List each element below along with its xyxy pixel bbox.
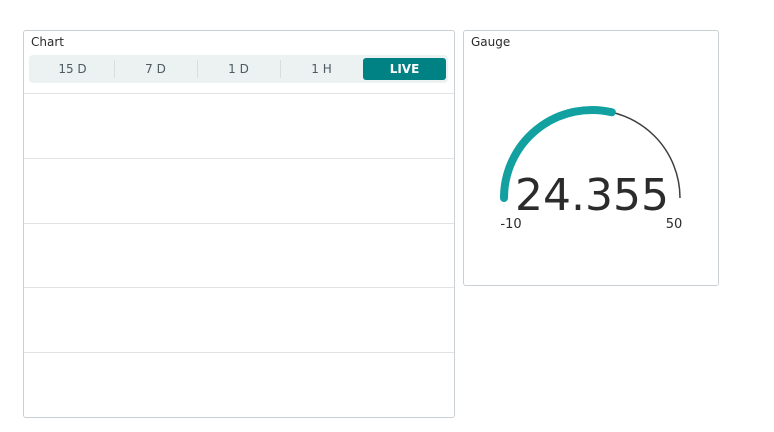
gauge-title: Gauge bbox=[471, 35, 511, 49]
gauge-value-arc bbox=[500, 106, 616, 202]
chart-grid-line bbox=[24, 352, 454, 353]
chart-grid-line bbox=[24, 93, 454, 94]
time-range-selector: 15 D 7 D 1 D 1 H LIVE bbox=[29, 55, 448, 83]
range-live-button[interactable]: LIVE bbox=[363, 58, 446, 80]
range-1d-button[interactable]: 1 D bbox=[197, 58, 280, 80]
chart-plot-area bbox=[24, 93, 454, 417]
range-1h-button[interactable]: 1 H bbox=[280, 58, 363, 80]
chart-widget: Chart 15 D 7 D 1 D 1 H LIVE bbox=[23, 30, 455, 418]
range-7d-button[interactable]: 7 D bbox=[114, 58, 197, 80]
gauge-widget: Gauge 24.355 -10 50 bbox=[463, 30, 719, 286]
chart-grid-line bbox=[24, 223, 454, 224]
range-15d-button[interactable]: 15 D bbox=[58, 62, 87, 76]
gauge-min-label: -10 bbox=[500, 217, 521, 232]
chart-title: Chart bbox=[31, 35, 64, 49]
gauge-dial: 24.355 -10 50 bbox=[500, 106, 683, 232]
gauge-max-label: 50 bbox=[666, 217, 683, 232]
chart-grid-line bbox=[24, 287, 454, 288]
chart-grid-line bbox=[24, 158, 454, 159]
gauge-value-text: 24.355 bbox=[515, 170, 669, 221]
